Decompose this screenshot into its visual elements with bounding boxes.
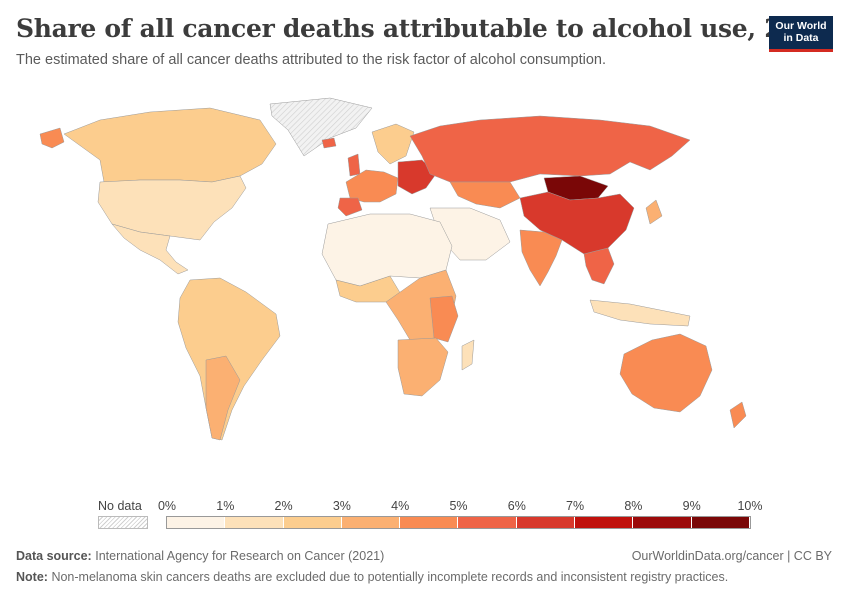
legend-bin-8[interactable] <box>633 517 692 528</box>
legend-no-data-label: No data <box>98 499 142 513</box>
region-indonesia[interactable] <box>589 299 691 327</box>
data-source-label: Data source: <box>16 549 92 563</box>
region-southeast-asia[interactable] <box>583 247 615 285</box>
legend-bin-3[interactable] <box>341 517 401 528</box>
region-china[interactable] <box>519 191 635 255</box>
legend-tick-label: 6% <box>507 499 526 513</box>
data-source: Data source: International Agency for Re… <box>16 549 384 563</box>
chart-note: Note: Non-melanoma skin cancers deaths a… <box>16 570 728 584</box>
region-eastern-europe[interactable] <box>397 159 437 195</box>
data-source-text[interactable]: International Agency for Research on Can… <box>95 549 385 563</box>
logo-line-2: in Data <box>783 32 819 44</box>
legend-bin-0[interactable] <box>167 517 226 528</box>
legend-bin-5[interactable] <box>458 517 517 528</box>
region-mexico[interactable] <box>111 223 189 275</box>
legend-tick-label: 2% <box>274 499 293 513</box>
region-scandinavia[interactable] <box>371 123 415 165</box>
world-map[interactable] <box>0 90 850 490</box>
logo-line-1: Our World <box>775 20 827 32</box>
legend-tick-label: 3% <box>332 499 351 513</box>
region-southern-africa[interactable] <box>397 337 449 397</box>
legend-bin-9[interactable] <box>691 517 750 528</box>
region-russia[interactable] <box>409 115 691 183</box>
region-south-america[interactable] <box>177 277 281 441</box>
region-india[interactable] <box>519 229 563 287</box>
legend-no-data-swatch <box>98 516 148 529</box>
legend-color-scale <box>166 516 751 529</box>
region-australia[interactable] <box>619 333 713 413</box>
note-label: Note: <box>16 570 48 584</box>
region-iceland[interactable] <box>321 137 337 149</box>
legend-bin-6[interactable] <box>516 517 576 528</box>
legend-tick-label: 5% <box>449 499 468 513</box>
legend-tick-label: 7% <box>566 499 585 513</box>
legend-tick-label: 8% <box>624 499 643 513</box>
region-alaska[interactable] <box>39 127 65 149</box>
legend-tick-label: 1% <box>216 499 235 513</box>
region-greenland[interactable] <box>269 97 373 157</box>
legend-tick-label: 4% <box>391 499 410 513</box>
legend-tick-label: 9% <box>682 499 701 513</box>
region-canada[interactable] <box>63 107 277 183</box>
legend-bin-4[interactable] <box>400 517 459 528</box>
region-central-asia[interactable] <box>449 181 521 209</box>
region-iberia[interactable] <box>337 197 363 217</box>
region-madagascar[interactable] <box>461 339 475 371</box>
region-uk[interactable] <box>347 153 361 177</box>
region-japan[interactable] <box>645 199 663 225</box>
owid-logo[interactable]: Our World in Data <box>769 16 833 52</box>
chart-subtitle: The estimated share of all cancer deaths… <box>16 52 606 68</box>
chart-title: Share of all cancer deaths attributable … <box>16 14 833 43</box>
legend-tick-label: 0% <box>157 499 177 513</box>
legend-bin-2[interactable] <box>283 517 342 528</box>
note-text: Non-melanoma skin cancers deaths are exc… <box>51 570 729 584</box>
legend-bin-7[interactable] <box>575 517 634 528</box>
region-new-zealand[interactable] <box>729 401 747 429</box>
region-east-africa[interactable] <box>429 295 459 343</box>
source-url[interactable]: OurWorldinData.org/cancer | CC BY <box>631 549 832 563</box>
region-southern-cone[interactable] <box>205 355 241 441</box>
legend-bin-1[interactable] <box>225 517 284 528</box>
legend-tick-label: 10% <box>737 499 763 513</box>
